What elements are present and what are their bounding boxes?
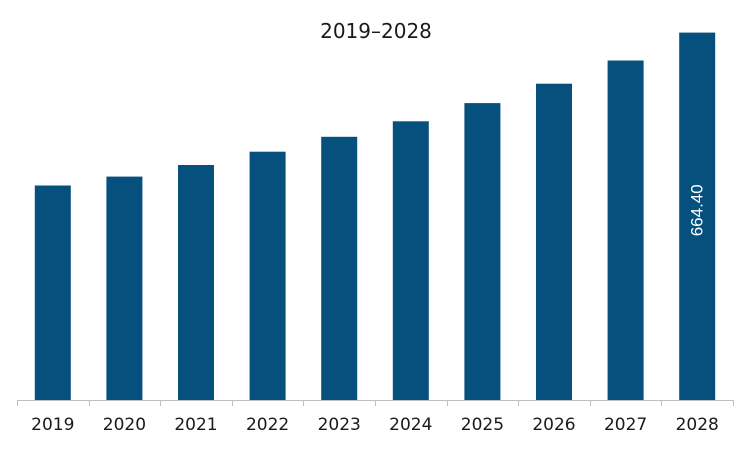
bar-2027 [607, 60, 644, 400]
bar-2023 [321, 136, 358, 401]
x-tick-label-2022: 2022 [246, 415, 289, 435]
x-tick-label-2023: 2023 [318, 415, 361, 435]
x-tick-label-2025: 2025 [461, 415, 504, 435]
bar-2024 [392, 121, 429, 401]
bars-layer [34, 32, 716, 401]
bar-2026 [536, 83, 572, 400]
chart-title: 2019–2028 [320, 19, 432, 43]
bar-2025 [464, 103, 501, 400]
x-tick-label-2028: 2028 [676, 415, 719, 435]
x-tick-label-2027: 2027 [604, 415, 647, 435]
data-label-2028: 664.40 [688, 184, 707, 236]
bar-2021 [178, 165, 214, 400]
bar-2019 [34, 185, 71, 400]
x-tick-label-2020: 2020 [103, 415, 146, 435]
bar-2022 [249, 151, 286, 400]
x-tick-label-2026: 2026 [532, 415, 575, 435]
x-axis: 2019 2020 2021 2022 2023 2024 2025 2026 2027 2028 [17, 400, 734, 435]
x-tick-label-2024: 2024 [389, 415, 432, 435]
bar-2020 [106, 176, 143, 400]
data-labels-layer: 664.40 [688, 184, 707, 236]
x-tick-label-2021: 2021 [174, 415, 217, 435]
bar-2028 [679, 32, 716, 400]
x-tick-label-2019: 2019 [31, 415, 74, 435]
